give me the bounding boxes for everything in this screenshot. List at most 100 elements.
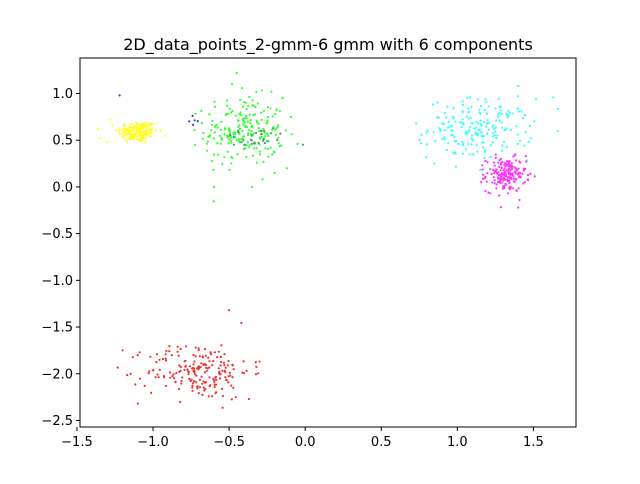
data-point — [225, 134, 229, 137]
chart-title: 2D_data_points_2-gmm-6 gmm with 6 compon… — [123, 35, 533, 55]
data-point — [216, 126, 219, 129]
data-point — [498, 119, 501, 122]
data-point — [254, 113, 257, 116]
data-point — [145, 130, 148, 133]
data-point — [232, 143, 235, 146]
data-point — [460, 126, 463, 129]
data-point — [515, 159, 518, 162]
data-point — [168, 371, 172, 374]
data-point — [240, 321, 243, 324]
data-point — [449, 125, 452, 128]
data-point — [149, 355, 152, 358]
data-point — [177, 354, 180, 357]
data-point — [216, 356, 219, 359]
data-point — [444, 116, 448, 119]
data-point — [475, 144, 478, 147]
data-point — [136, 354, 139, 357]
data-point — [516, 142, 519, 145]
data-point — [484, 98, 487, 101]
data-point — [499, 173, 503, 176]
data-point — [264, 147, 267, 150]
data-point — [164, 359, 168, 362]
data-point — [200, 375, 203, 378]
data-point — [246, 120, 249, 123]
data-point — [506, 178, 509, 181]
y-tick-label: 0.5 — [52, 134, 73, 149]
data-point — [425, 156, 428, 159]
data-point — [485, 180, 488, 183]
data-point — [261, 129, 264, 132]
data-point — [245, 369, 248, 373]
data-point — [125, 137, 128, 140]
data-point — [214, 392, 217, 395]
data-point — [483, 109, 486, 112]
data-point — [425, 143, 428, 146]
data-point — [213, 153, 216, 156]
data-point — [493, 182, 496, 185]
data-point — [209, 351, 212, 354]
data-point — [229, 139, 232, 142]
data-point — [508, 181, 511, 184]
data-point — [131, 356, 134, 359]
data-point — [145, 128, 148, 131]
data-point — [238, 124, 241, 127]
data-point — [499, 169, 502, 172]
data-point — [240, 87, 243, 90]
data-point — [248, 113, 251, 116]
data-point — [124, 128, 127, 131]
data-point — [502, 178, 505, 182]
data-point — [234, 114, 237, 117]
data-point — [217, 367, 220, 370]
y-tick-label: −2.0 — [41, 367, 73, 382]
data-point — [207, 135, 210, 138]
data-point — [281, 97, 284, 100]
data-point — [523, 181, 526, 184]
data-point — [501, 149, 504, 152]
data-point — [254, 106, 257, 109]
data-point — [246, 141, 249, 144]
data-point — [202, 380, 205, 383]
data-point — [242, 123, 245, 126]
data-point — [131, 128, 134, 131]
data-point — [243, 117, 246, 120]
data-point — [512, 177, 515, 180]
data-point — [191, 386, 194, 389]
data-point — [231, 363, 234, 366]
data-point — [301, 143, 304, 146]
data-point — [221, 406, 224, 409]
data-point — [192, 123, 195, 126]
data-point — [158, 358, 161, 361]
data-point — [420, 142, 423, 145]
data-point — [436, 101, 439, 104]
data-point — [497, 161, 500, 164]
data-point — [497, 97, 500, 100]
data-point — [518, 198, 521, 202]
data-point — [498, 194, 501, 197]
data-point — [256, 102, 259, 105]
data-point — [500, 126, 503, 129]
data-point — [452, 117, 455, 120]
data-point — [135, 131, 138, 134]
data-point — [193, 119, 196, 122]
data-point — [495, 136, 498, 139]
data-point — [193, 360, 196, 363]
data-point — [138, 377, 142, 380]
data-point — [222, 361, 225, 364]
data-point — [491, 181, 494, 184]
data-point — [241, 129, 244, 133]
data-point — [209, 353, 213, 356]
data-point — [228, 309, 231, 312]
data-point — [461, 118, 464, 121]
data-point — [524, 131, 527, 134]
data-point — [469, 125, 472, 128]
data-point — [139, 140, 142, 143]
data-point — [201, 137, 204, 140]
data-point — [198, 386, 202, 389]
data-point — [255, 161, 258, 164]
data-point — [235, 138, 239, 142]
data-point — [151, 123, 154, 126]
data-point — [232, 386, 235, 389]
data-point — [486, 161, 489, 164]
data-point — [255, 147, 258, 150]
data-point — [198, 378, 201, 381]
